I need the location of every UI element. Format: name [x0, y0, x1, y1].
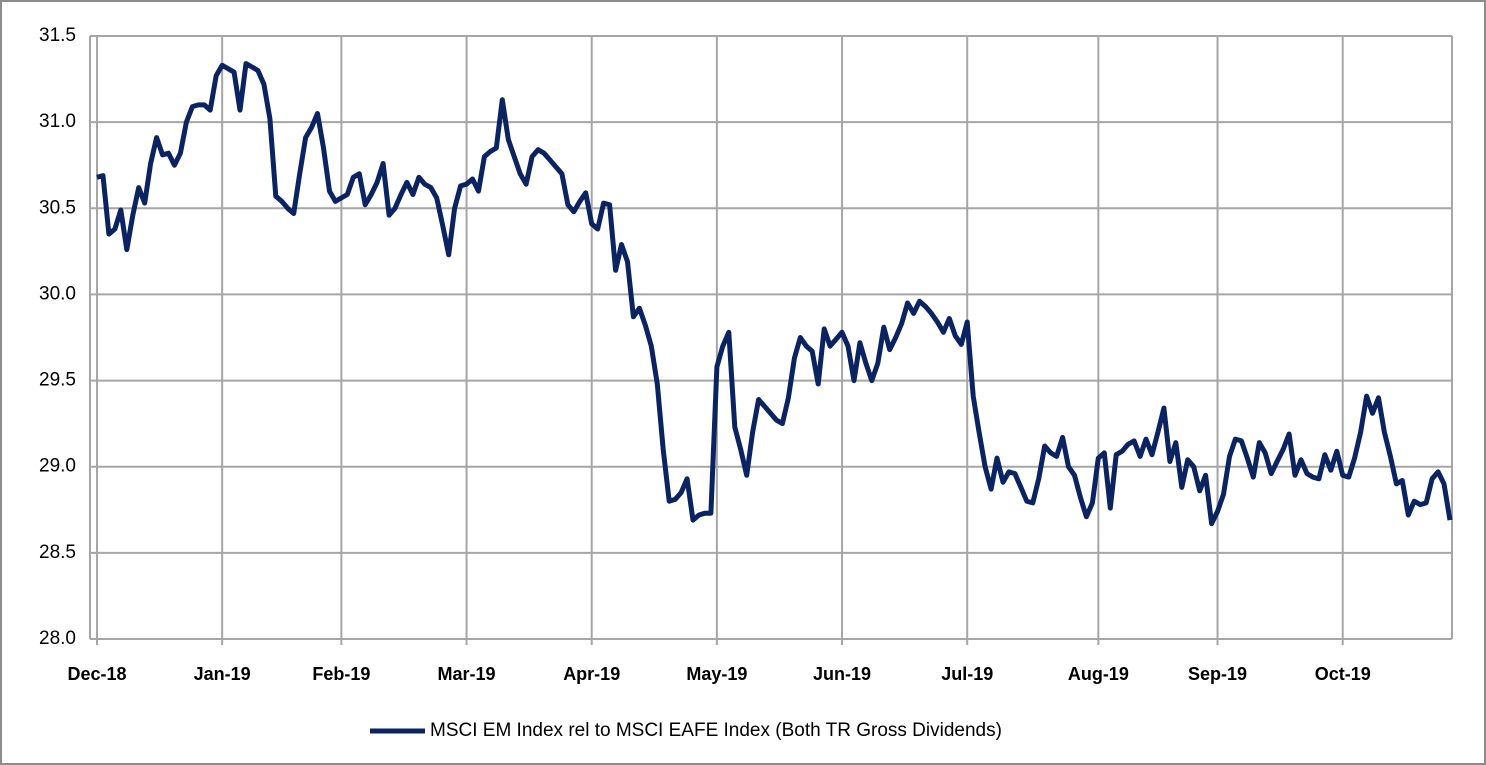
y-tick-label: 31.0 — [39, 111, 76, 132]
y-tick-label: 29.5 — [39, 370, 76, 391]
x-tick-label: May-19 — [686, 664, 747, 684]
x-tick-label: Feb-19 — [312, 664, 370, 684]
x-tick-label: Mar-19 — [438, 664, 496, 684]
y-tick-label: 31.5 — [39, 25, 76, 46]
y-tick-label: 29.0 — [39, 456, 76, 477]
legend-label: MSCI EM Index rel to MSCI EAFE Index (Bo… — [430, 720, 1002, 741]
x-tick-label: Jun-19 — [813, 664, 871, 684]
x-tick-label: Dec-18 — [67, 664, 126, 684]
x-tick-label: Aug-19 — [1068, 664, 1129, 684]
x-tick-label: Apr-19 — [563, 664, 620, 684]
x-tick-label: Jul-19 — [941, 664, 993, 684]
y-tick-label: 28.5 — [39, 542, 76, 563]
x-tick-label: Oct-19 — [1315, 664, 1371, 684]
x-tick-label: Jan-19 — [194, 664, 251, 684]
y-tick-label: 28.0 — [39, 628, 76, 649]
y-tick-label: 30.5 — [39, 197, 76, 218]
data-line — [96, 61, 1453, 527]
y-tick-label: 30.0 — [39, 283, 76, 304]
x-tick-label: Sep-19 — [1188, 664, 1247, 684]
